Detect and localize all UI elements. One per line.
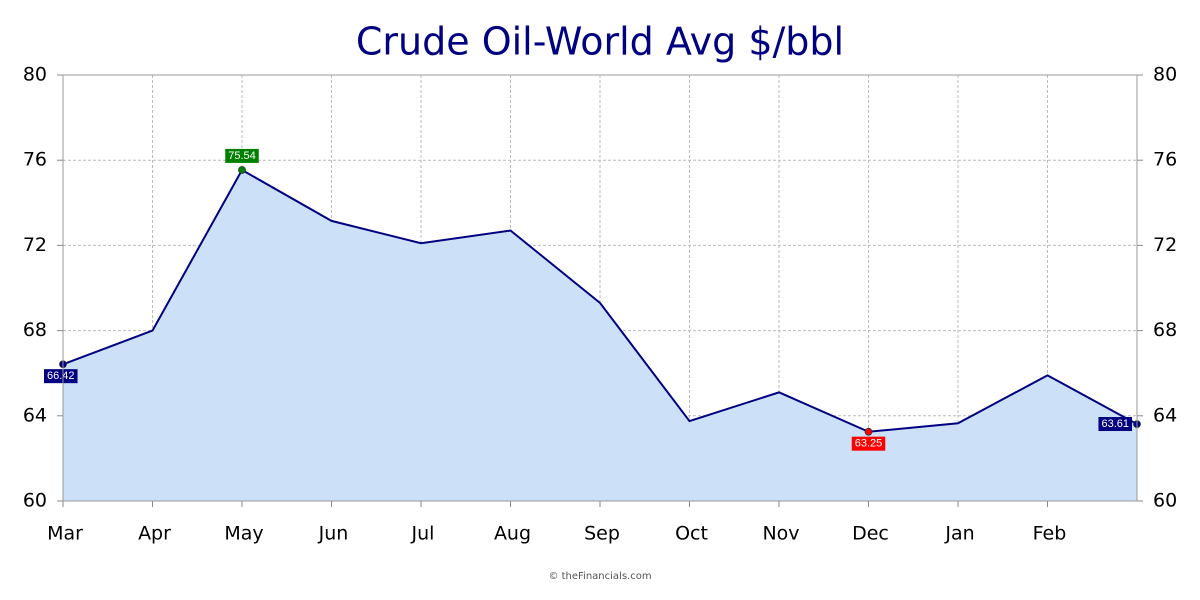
- x-tick-label: Aug: [494, 523, 531, 545]
- area: [63, 169, 1137, 502]
- y-tick-label: 76: [23, 149, 47, 171]
- value-label: 75.54: [228, 150, 256, 162]
- x-tick-label: Jun: [318, 523, 349, 545]
- y-tick-label: 72: [23, 234, 47, 256]
- y2-tick-label: 60: [1153, 490, 1177, 512]
- point: [238, 166, 246, 174]
- x-tick-label: Feb: [1033, 523, 1067, 545]
- value-label-bg: [851, 436, 886, 451]
- y2-tick-label: 64: [1153, 404, 1177, 426]
- value-label: 63.61: [1101, 418, 1129, 430]
- plot-frame: [62, 74, 1138, 502]
- y2-tick-label: 72: [1153, 234, 1177, 256]
- y-tick-label: 60: [23, 490, 47, 512]
- y2-tick-label: 80: [1153, 64, 1177, 86]
- x-tick-label: May: [224, 523, 263, 545]
- x-tick-label: Jan: [944, 523, 974, 545]
- y-tick-label: 68: [23, 319, 47, 341]
- chart-title: Crude Oil-World Avg $/bbl: [356, 20, 844, 64]
- y-tick-label: 80: [23, 64, 47, 86]
- x-tick-label: Nov: [762, 523, 799, 545]
- value-label-bg: [1098, 417, 1132, 432]
- x-tick-label: Apr: [138, 523, 171, 545]
- value-label-bg: [225, 148, 259, 163]
- value-label: 63.25: [855, 438, 883, 450]
- y-tick-label: 64: [23, 404, 47, 426]
- x-tick-label: Mar: [47, 523, 83, 545]
- x-tick-label: Oct: [675, 523, 708, 545]
- x-tick-label: Sep: [584, 523, 620, 545]
- point: [864, 427, 873, 436]
- footer: © theFinancials.com: [548, 571, 651, 582]
- value-label-bg: [44, 369, 78, 384]
- value-label: 66.42: [47, 370, 75, 382]
- y2-tick-label: 68: [1153, 319, 1177, 341]
- x-tick-label: Dec: [852, 523, 889, 545]
- x-tick-label: Jul: [411, 523, 435, 545]
- y2-tick-label: 76: [1153, 149, 1177, 171]
